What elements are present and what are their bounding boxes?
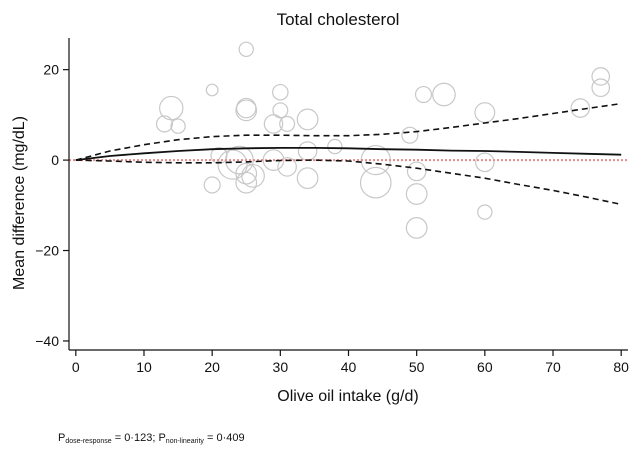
x-axis-label: Olive oil intake (g/d) bbox=[277, 388, 418, 405]
study-bubble-32 bbox=[474, 102, 496, 124]
study-bubble-27 bbox=[414, 85, 433, 104]
study-bubble-0 bbox=[238, 41, 254, 58]
study-bubble-18 bbox=[262, 149, 285, 171]
study-bubbles bbox=[155, 41, 611, 239]
chart-title: Total cholesterol bbox=[277, 10, 400, 29]
x-tick-label-0: 0 bbox=[72, 359, 80, 375]
x-tick-label-40: 40 bbox=[341, 359, 357, 375]
study-bubble-11 bbox=[235, 162, 258, 185]
p-symbol: P bbox=[58, 432, 66, 444]
non-linearity-subscript: non-linearity bbox=[165, 438, 204, 445]
ci-curve-1 bbox=[75, 102, 622, 161]
dose-response-p-value: = 0·123; bbox=[111, 432, 159, 444]
x-tick-label-30: 30 bbox=[273, 359, 289, 375]
dose-response-curves bbox=[69, 102, 628, 206]
y-tick-label-0: 20 bbox=[43, 62, 59, 78]
study-bubble-34 bbox=[477, 204, 493, 220]
axis-ticks: 0 10 20 30 40 50 60 70 80 20 0 −20 −40 bbox=[35, 62, 629, 375]
study-bubble-25 bbox=[359, 166, 392, 199]
x-tick-label-60: 60 bbox=[477, 359, 493, 375]
study-bubble-33 bbox=[475, 152, 495, 173]
non-linearity-p-value: = 0·409 bbox=[203, 432, 245, 444]
study-bubble-21 bbox=[297, 141, 318, 161]
study-bubble-36 bbox=[591, 67, 611, 86]
study-bubble-35 bbox=[570, 98, 591, 118]
ci-curve-2 bbox=[75, 159, 622, 206]
study-bubble-12 bbox=[241, 164, 265, 188]
study-bubble-1 bbox=[205, 83, 219, 97]
fitted-curve bbox=[75, 147, 622, 161]
dose-response-subscript: dose-response bbox=[65, 438, 112, 445]
study-bubble-26 bbox=[401, 126, 419, 144]
x-tick-label-50: 50 bbox=[409, 359, 425, 375]
study-bubble-20 bbox=[296, 108, 319, 131]
study-bubble-17 bbox=[279, 115, 296, 132]
study-bubble-13 bbox=[235, 171, 258, 194]
study-bubble-29 bbox=[406, 161, 427, 182]
y-tick-label-1: 0 bbox=[51, 152, 59, 168]
study-bubble-3 bbox=[170, 118, 186, 134]
y-tick-label-3: −40 bbox=[35, 333, 59, 349]
study-bubble-37 bbox=[591, 78, 611, 98]
study-bubble-30 bbox=[405, 183, 428, 205]
study-bubble-31 bbox=[405, 217, 428, 239]
study-bubble-23 bbox=[327, 138, 343, 155]
study-bubble-22 bbox=[296, 167, 319, 190]
x-tick-label-80: 80 bbox=[613, 359, 629, 375]
study-bubble-15 bbox=[272, 102, 289, 119]
y-tick-label-2: −20 bbox=[35, 243, 59, 259]
p-value-footnote: Pdose-response = 0·123; Pnon-linearity =… bbox=[58, 432, 245, 445]
axes bbox=[68, 38, 628, 351]
x-tick-label-10: 10 bbox=[136, 359, 152, 375]
x-tick-label-20: 20 bbox=[204, 359, 220, 375]
study-bubble-14 bbox=[272, 83, 289, 101]
study-bubble-28 bbox=[432, 82, 456, 107]
y-axis-label: Mean difference (mg/dL) bbox=[11, 116, 28, 290]
study-bubble-6 bbox=[203, 176, 221, 194]
x-tick-label-70: 70 bbox=[545, 359, 561, 375]
study-bubble-19 bbox=[277, 157, 297, 177]
study-bubble-9 bbox=[235, 99, 258, 122]
p-symbol-2: P bbox=[158, 432, 166, 444]
study-bubble-8 bbox=[236, 97, 257, 119]
study-bubble-7 bbox=[217, 149, 248, 180]
study-bubble-16 bbox=[263, 114, 284, 134]
study-bubble-4 bbox=[155, 115, 173, 133]
